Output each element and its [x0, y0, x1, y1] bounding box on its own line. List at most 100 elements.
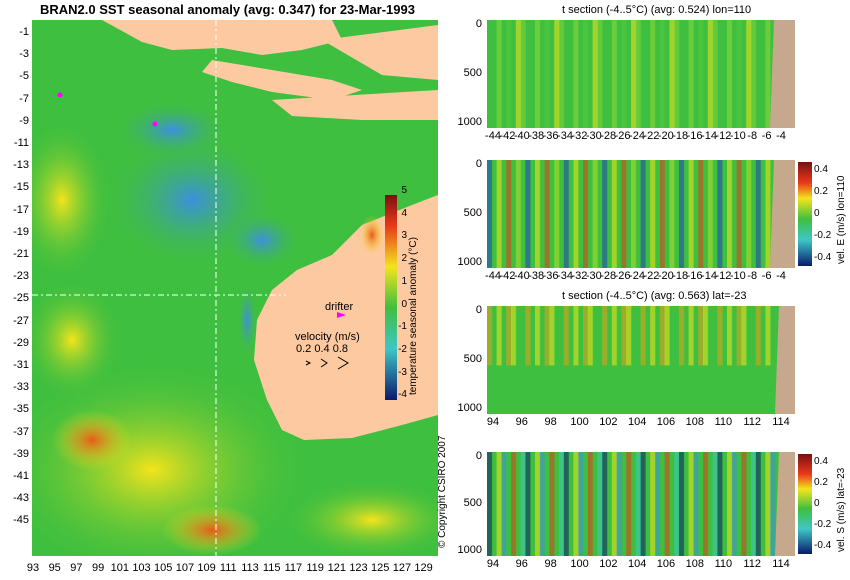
section-panel-2 [487, 160, 795, 268]
panel-2-colorbar-tick: 0 [814, 208, 820, 219]
sst-map [0, 20, 462, 580]
panel-2-x-tick: -14 [701, 270, 717, 282]
panel-1-x-tick: -42 [499, 130, 516, 142]
panel-1-x-tick: -22 [643, 130, 660, 142]
panel-3-x-tick: 114 [772, 416, 790, 428]
main-title: BRAN2.0 SST seasonal anomaly (avg: 0.347… [40, 2, 415, 17]
sst-colorbar-tick: 4 [401, 207, 407, 219]
panel-1-y-tick: 0 [475, 18, 482, 30]
panel-4-x-tick: 110 [714, 558, 733, 570]
panel-3-x-tick: 94 [486, 416, 500, 428]
sst-colorbar-tick: 1 [401, 275, 407, 287]
panel-1-x-tick: -24 [629, 130, 645, 142]
panel-4-y-tick: 1000 [457, 544, 482, 556]
drifter-marker [337, 312, 346, 318]
panel-1-x-tick: -10 [729, 130, 746, 142]
map-x-tick: 99 [91, 562, 105, 574]
map-y-tick: -17 [13, 203, 29, 216]
map-x-tick: 113 [241, 562, 259, 574]
map-x-tick: 107 [175, 562, 195, 574]
map-y-tick: -37 [13, 425, 29, 438]
panel-2-x-tick: -20 [657, 270, 674, 282]
panel-4-x-tick: 108 [685, 558, 704, 570]
panel-2-x-tick: -30 [585, 270, 602, 282]
panel-2-colorbar-tick: 0.2 [814, 186, 828, 197]
drifter-label: drifter [325, 301, 354, 313]
panel-2-y-tick: 500 [463, 207, 482, 219]
sst-colorbar-tick: 5 [401, 185, 407, 196]
panel-3-x-tick: 104 [628, 416, 647, 428]
panel-1-x-tick: -16 [686, 130, 703, 142]
panel-2-x-tick: -8 [747, 270, 758, 282]
panel-2-x-tick: -16 [686, 270, 703, 282]
panel-1-x-tick: -4 [776, 130, 786, 142]
panel-1-x-tick: -8 [747, 130, 758, 142]
map-y-tick: -33 [13, 381, 29, 394]
panel-3-x-tick: 106 [656, 416, 676, 428]
panel-2-colorbar-tick: -0.2 [814, 230, 832, 241]
map-y-tick: -41 [13, 470, 29, 482]
map-x-tick: 121 [327, 562, 346, 574]
map-y-tick: -19 [13, 225, 29, 238]
map-y-tick: -31 [13, 359, 29, 371]
sst-colorbar [385, 195, 397, 400]
panel-2-x-tick: -10 [729, 270, 746, 282]
map-y-tick: -43 [13, 492, 29, 505]
land-mask [770, 20, 795, 128]
panel-2-x-tick: -6 [761, 270, 772, 282]
map-y-tick: -23 [13, 270, 29, 283]
magenta-point [152, 121, 158, 127]
panel-1-x-tick: -12 [715, 130, 732, 142]
panel-3-x-tick: 110 [714, 416, 733, 428]
map-x-tick: 101 [110, 562, 129, 574]
sst-map-field [0, 20, 462, 580]
velocity-arrow-small [305, 360, 312, 366]
panel-3-title: t section (-4..5°C) (avg: 0.563) lat=-23 [562, 290, 747, 302]
land-lesser-sunda [272, 90, 438, 120]
panel-1-x-tick: -6 [761, 130, 772, 142]
map-x-tick: 105 [154, 562, 173, 574]
velocity-arrow-medium [320, 358, 328, 368]
panel-2-y-tick: 1000 [457, 256, 482, 268]
land-borneo-java [102, 20, 342, 55]
map-y-tick: -25 [13, 292, 29, 305]
velocity-title: velocity (m/s) [295, 331, 360, 343]
panel-2-x-tick: -38 [528, 270, 545, 282]
panel-4-y-tick: 500 [463, 497, 482, 509]
panel-1-x-tick: -38 [528, 130, 545, 142]
map-y-tick: -5 [19, 70, 29, 83]
panel-2-x-tick: -40 [513, 270, 530, 282]
panel-2-colorbar-tick: 0.4 [814, 164, 828, 175]
map-x-tick: 123 [349, 562, 368, 574]
panel-2-colorbar-label: vel. E (m/s) lon=110 [836, 175, 847, 264]
land-sulawesi [322, 25, 438, 80]
velocity-arrow-large [337, 356, 349, 370]
map-x-tick: 127 [392, 562, 412, 574]
panel-2-x-tick: -4 [776, 270, 786, 282]
map-y-tick: -1 [19, 26, 29, 38]
sst-colorbar-tick: -3 [398, 366, 407, 378]
panel-1-x-tick: -40 [513, 130, 530, 142]
sst-colorbar-tick: -2 [398, 343, 407, 355]
panel-1-x-tick: -28 [600, 130, 617, 142]
panel-2-y-tick: 0 [475, 158, 482, 170]
panel-2-x-tick: -44 [485, 270, 501, 282]
panel-2-x-tick: -24 [629, 270, 645, 282]
map-y-tick: -13 [13, 159, 29, 172]
panel-3-y-tick: 0 [475, 304, 482, 316]
map-y-tick: -7 [19, 92, 29, 105]
map-y-tick: -15 [13, 181, 29, 194]
panel-4-colorbar-label: vel. S (m/s) lat=-23 [836, 467, 847, 552]
panel-2-x-tick: -36 [542, 270, 559, 282]
map-y-tick: -21 [13, 248, 29, 260]
map-x-tick: 97 [70, 562, 83, 574]
panel-1-x-tick: -20 [657, 130, 674, 142]
map-y-tick: -27 [13, 314, 29, 327]
panel-1-x-tick: -26 [614, 130, 631, 142]
panel-4-colorbar-tick: -0.2 [814, 519, 832, 530]
map-x-tick: 111 [219, 562, 237, 574]
map-y-tick: -11 [13, 137, 29, 149]
sst-colorbar-tick: -4 [398, 389, 407, 401]
sst-colorbar-tick: 3 [401, 230, 407, 242]
section-panel-4 [487, 452, 795, 556]
